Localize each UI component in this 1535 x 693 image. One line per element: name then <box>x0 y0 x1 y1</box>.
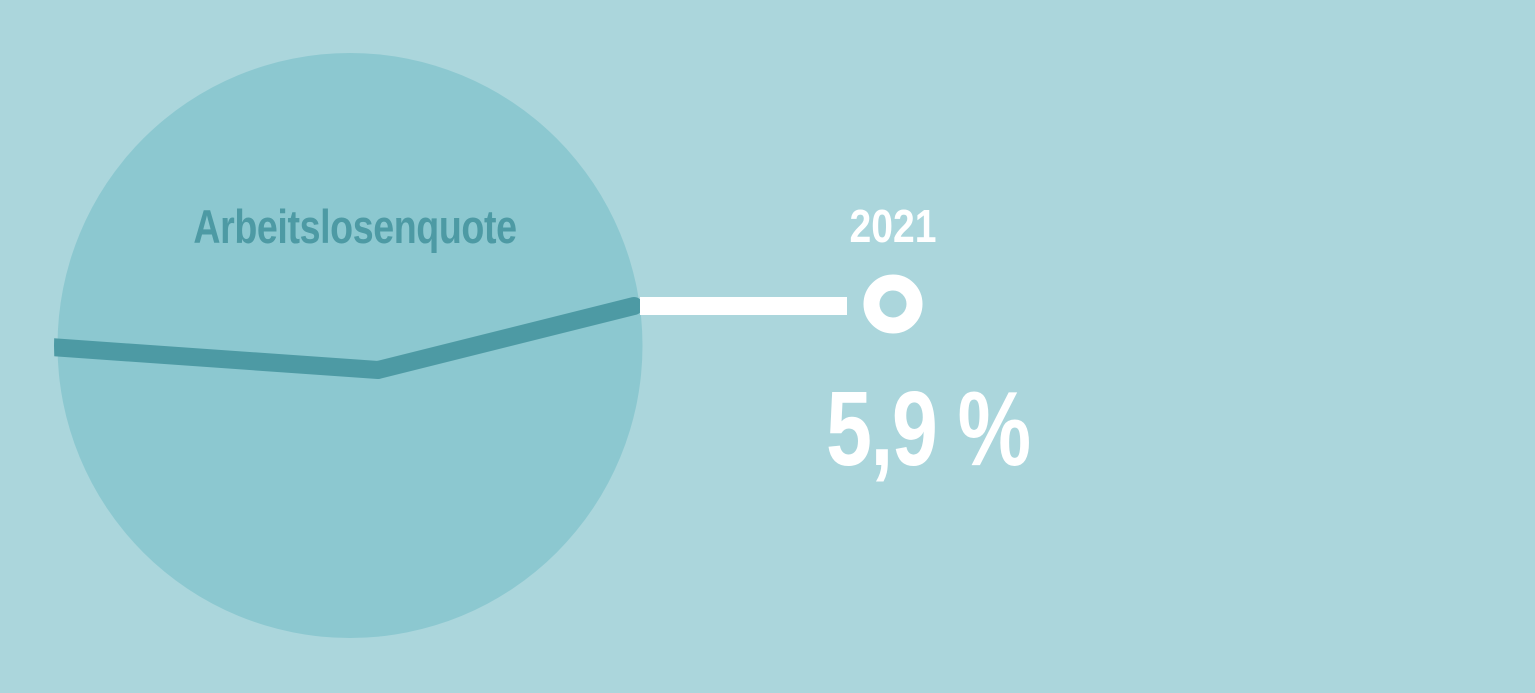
value-label: 5,9 % <box>826 370 1031 488</box>
year-label: 2021 <box>849 200 937 252</box>
data-point-marker-icon <box>863 274 923 334</box>
trend-line <box>54 297 643 379</box>
chart-title: Arbeitslosenquote <box>193 200 517 253</box>
trend-background-circle <box>57 53 643 638</box>
